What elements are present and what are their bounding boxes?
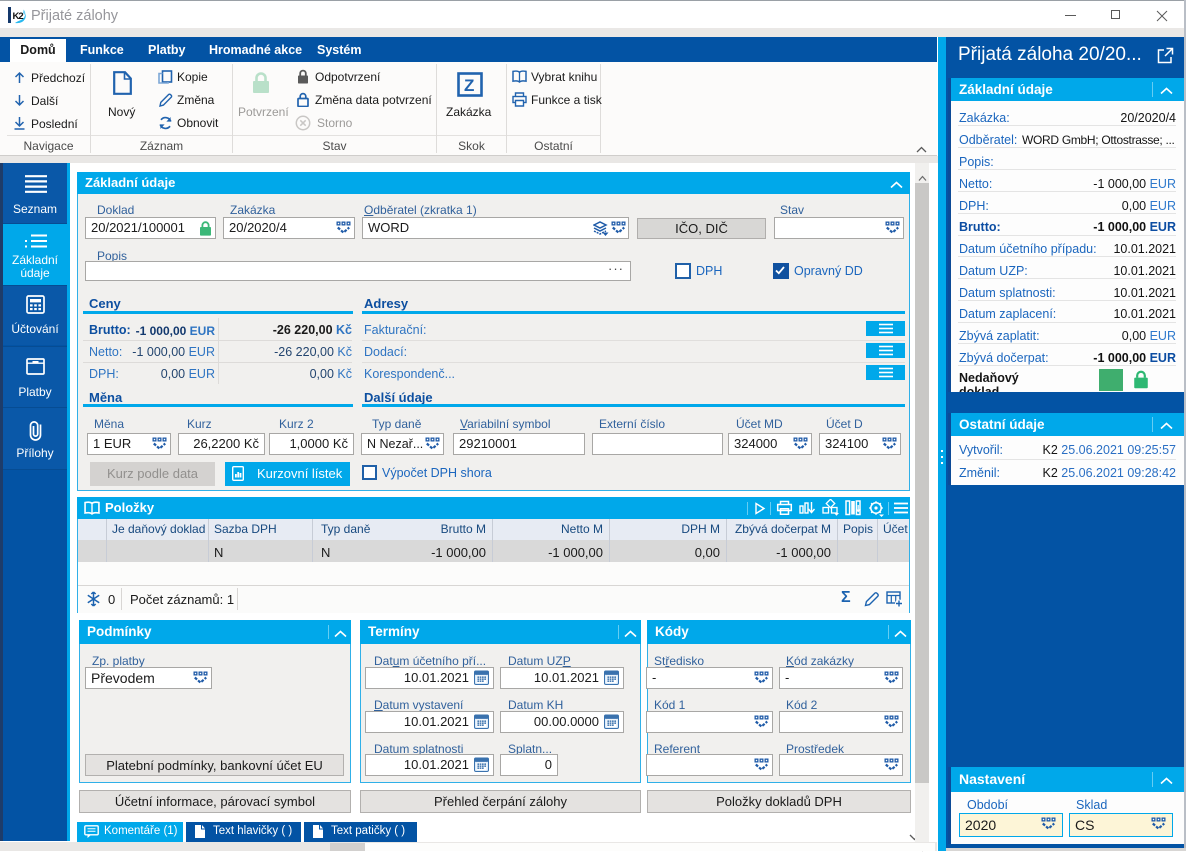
svg-text:K2: K2 xyxy=(13,11,24,22)
svg-text:Z: Z xyxy=(464,76,474,95)
